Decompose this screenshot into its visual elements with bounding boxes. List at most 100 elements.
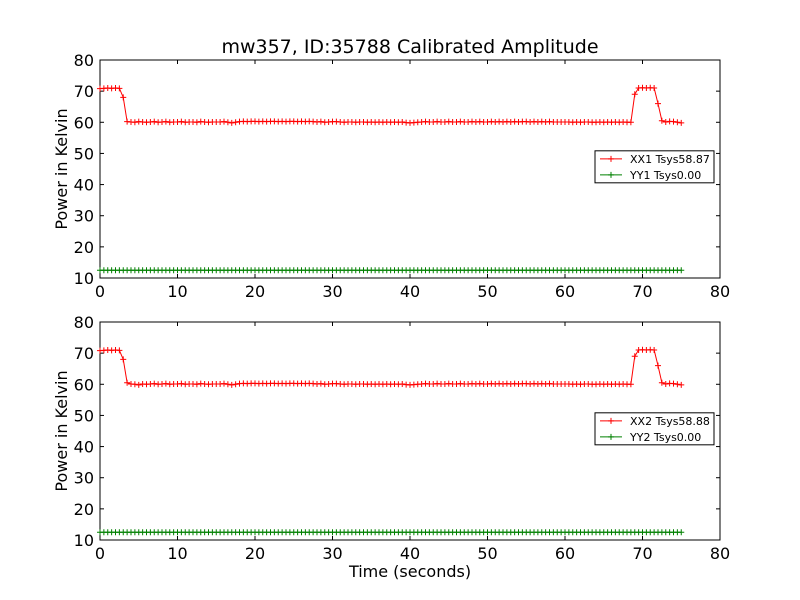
- x-tick-label: 20: [245, 544, 265, 563]
- y-tick-label: 20: [74, 238, 94, 257]
- data-point: [224, 119, 231, 126]
- data-point: [655, 100, 661, 107]
- x-tick-label: 60: [555, 544, 575, 563]
- data-point: [178, 118, 185, 125]
- legend-label: XX2 Tsys58.88: [630, 415, 710, 428]
- y-tick-label: 60: [74, 375, 94, 394]
- data-point: [651, 347, 658, 354]
- legend-marker: [608, 155, 614, 162]
- data-point: [662, 118, 669, 125]
- legend-frame: [594, 412, 715, 446]
- y-tick-label: 60: [74, 113, 94, 132]
- data-point: [151, 380, 158, 387]
- x-tick-label: 10: [167, 544, 187, 563]
- data-point: [317, 118, 324, 125]
- x-tick-label: 50: [477, 282, 497, 301]
- data-point: [674, 119, 681, 126]
- data-point: [228, 119, 235, 126]
- x-tick-label: 30: [322, 544, 342, 563]
- legend: XX1 Tsys58.87 YY1 Tsys0.00: [594, 150, 715, 184]
- x-tick-label: 70: [632, 282, 652, 301]
- data-point: [131, 119, 138, 126]
- y-tick-label: 10: [74, 531, 94, 550]
- x-tick-label: 40: [400, 544, 420, 563]
- data-point: [193, 119, 200, 126]
- data-point: [131, 381, 138, 388]
- x-tick-label: 10: [167, 282, 187, 301]
- data-point: [162, 380, 169, 387]
- x-tick-label: 40: [400, 282, 420, 301]
- legend-marker: [608, 417, 614, 424]
- data-point: [670, 118, 677, 125]
- x-tick-label: 0: [95, 282, 105, 301]
- data-point: [135, 381, 142, 388]
- data-point: [399, 118, 406, 125]
- x-axis-label: Time (seconds): [348, 562, 471, 581]
- y-tick-label: 70: [74, 82, 94, 101]
- data-point: [120, 94, 127, 101]
- y-tick-label: 20: [74, 500, 94, 519]
- data-point: [627, 381, 634, 388]
- data-point: [151, 118, 158, 125]
- y-tick-label: 80: [74, 313, 94, 332]
- y-tick-label: 40: [74, 438, 94, 457]
- x-tick-label: 60: [555, 282, 575, 301]
- x-tick-label: 0: [95, 544, 105, 563]
- y-tick-label: 10: [74, 269, 94, 288]
- figure-title: mw357, ID:35788 Calibrated Amplitude: [221, 36, 598, 58]
- data-point: [631, 353, 638, 360]
- series-1: [97, 84, 685, 126]
- data-point: [678, 529, 685, 536]
- series-2: [97, 529, 685, 536]
- data-point: [221, 380, 227, 387]
- series-1: [97, 346, 685, 388]
- series-2: [97, 267, 685, 274]
- data-point: [678, 381, 685, 388]
- data-point: [651, 85, 658, 92]
- y-tick-label: 40: [74, 176, 94, 195]
- x-tick-label: 70: [632, 544, 652, 563]
- data-point: [627, 119, 634, 126]
- data-point: [670, 380, 677, 387]
- data-point: [658, 117, 665, 124]
- legend-marker: [608, 433, 614, 440]
- y-axis-label: Power in Kelvin: [52, 108, 71, 229]
- data-point: [658, 379, 665, 386]
- data-point: [120, 356, 127, 363]
- data-point: [193, 381, 200, 388]
- y-tick-label: 30: [74, 469, 94, 488]
- y-tick-label: 50: [74, 144, 94, 163]
- legend-label: YY1 Tsys0.00: [629, 169, 701, 182]
- y-tick-label: 70: [74, 344, 94, 363]
- data-point: [124, 379, 131, 386]
- legend: XX2 Tsys58.88 YY2 Tsys0.00: [594, 412, 715, 446]
- data-point: [228, 381, 235, 388]
- data-point: [674, 381, 681, 388]
- data-point: [232, 381, 239, 388]
- legend-label: YY2 Tsys0.00: [629, 431, 701, 444]
- x-tick-label: 20: [245, 282, 265, 301]
- data-point: [178, 380, 185, 387]
- x-tick-label: 80: [710, 544, 730, 563]
- legend-label: XX1 Tsys58.87: [630, 153, 710, 166]
- data-point: [116, 85, 123, 92]
- y-tick-label: 80: [74, 51, 94, 70]
- y-axis-label: Power in Kelvin: [52, 370, 71, 491]
- data-point: [317, 380, 324, 387]
- data-point: [116, 347, 123, 354]
- data-point: [221, 118, 227, 125]
- legend-marker: [608, 171, 614, 178]
- x-tick-label: 50: [477, 544, 497, 563]
- data-point: [655, 362, 661, 369]
- data-point: [399, 380, 406, 387]
- x-tick-label: 80: [710, 282, 730, 301]
- x-tick-label: 30: [322, 282, 342, 301]
- data-point: [678, 119, 685, 126]
- data-point: [224, 381, 231, 388]
- y-tick-label: 50: [74, 406, 94, 425]
